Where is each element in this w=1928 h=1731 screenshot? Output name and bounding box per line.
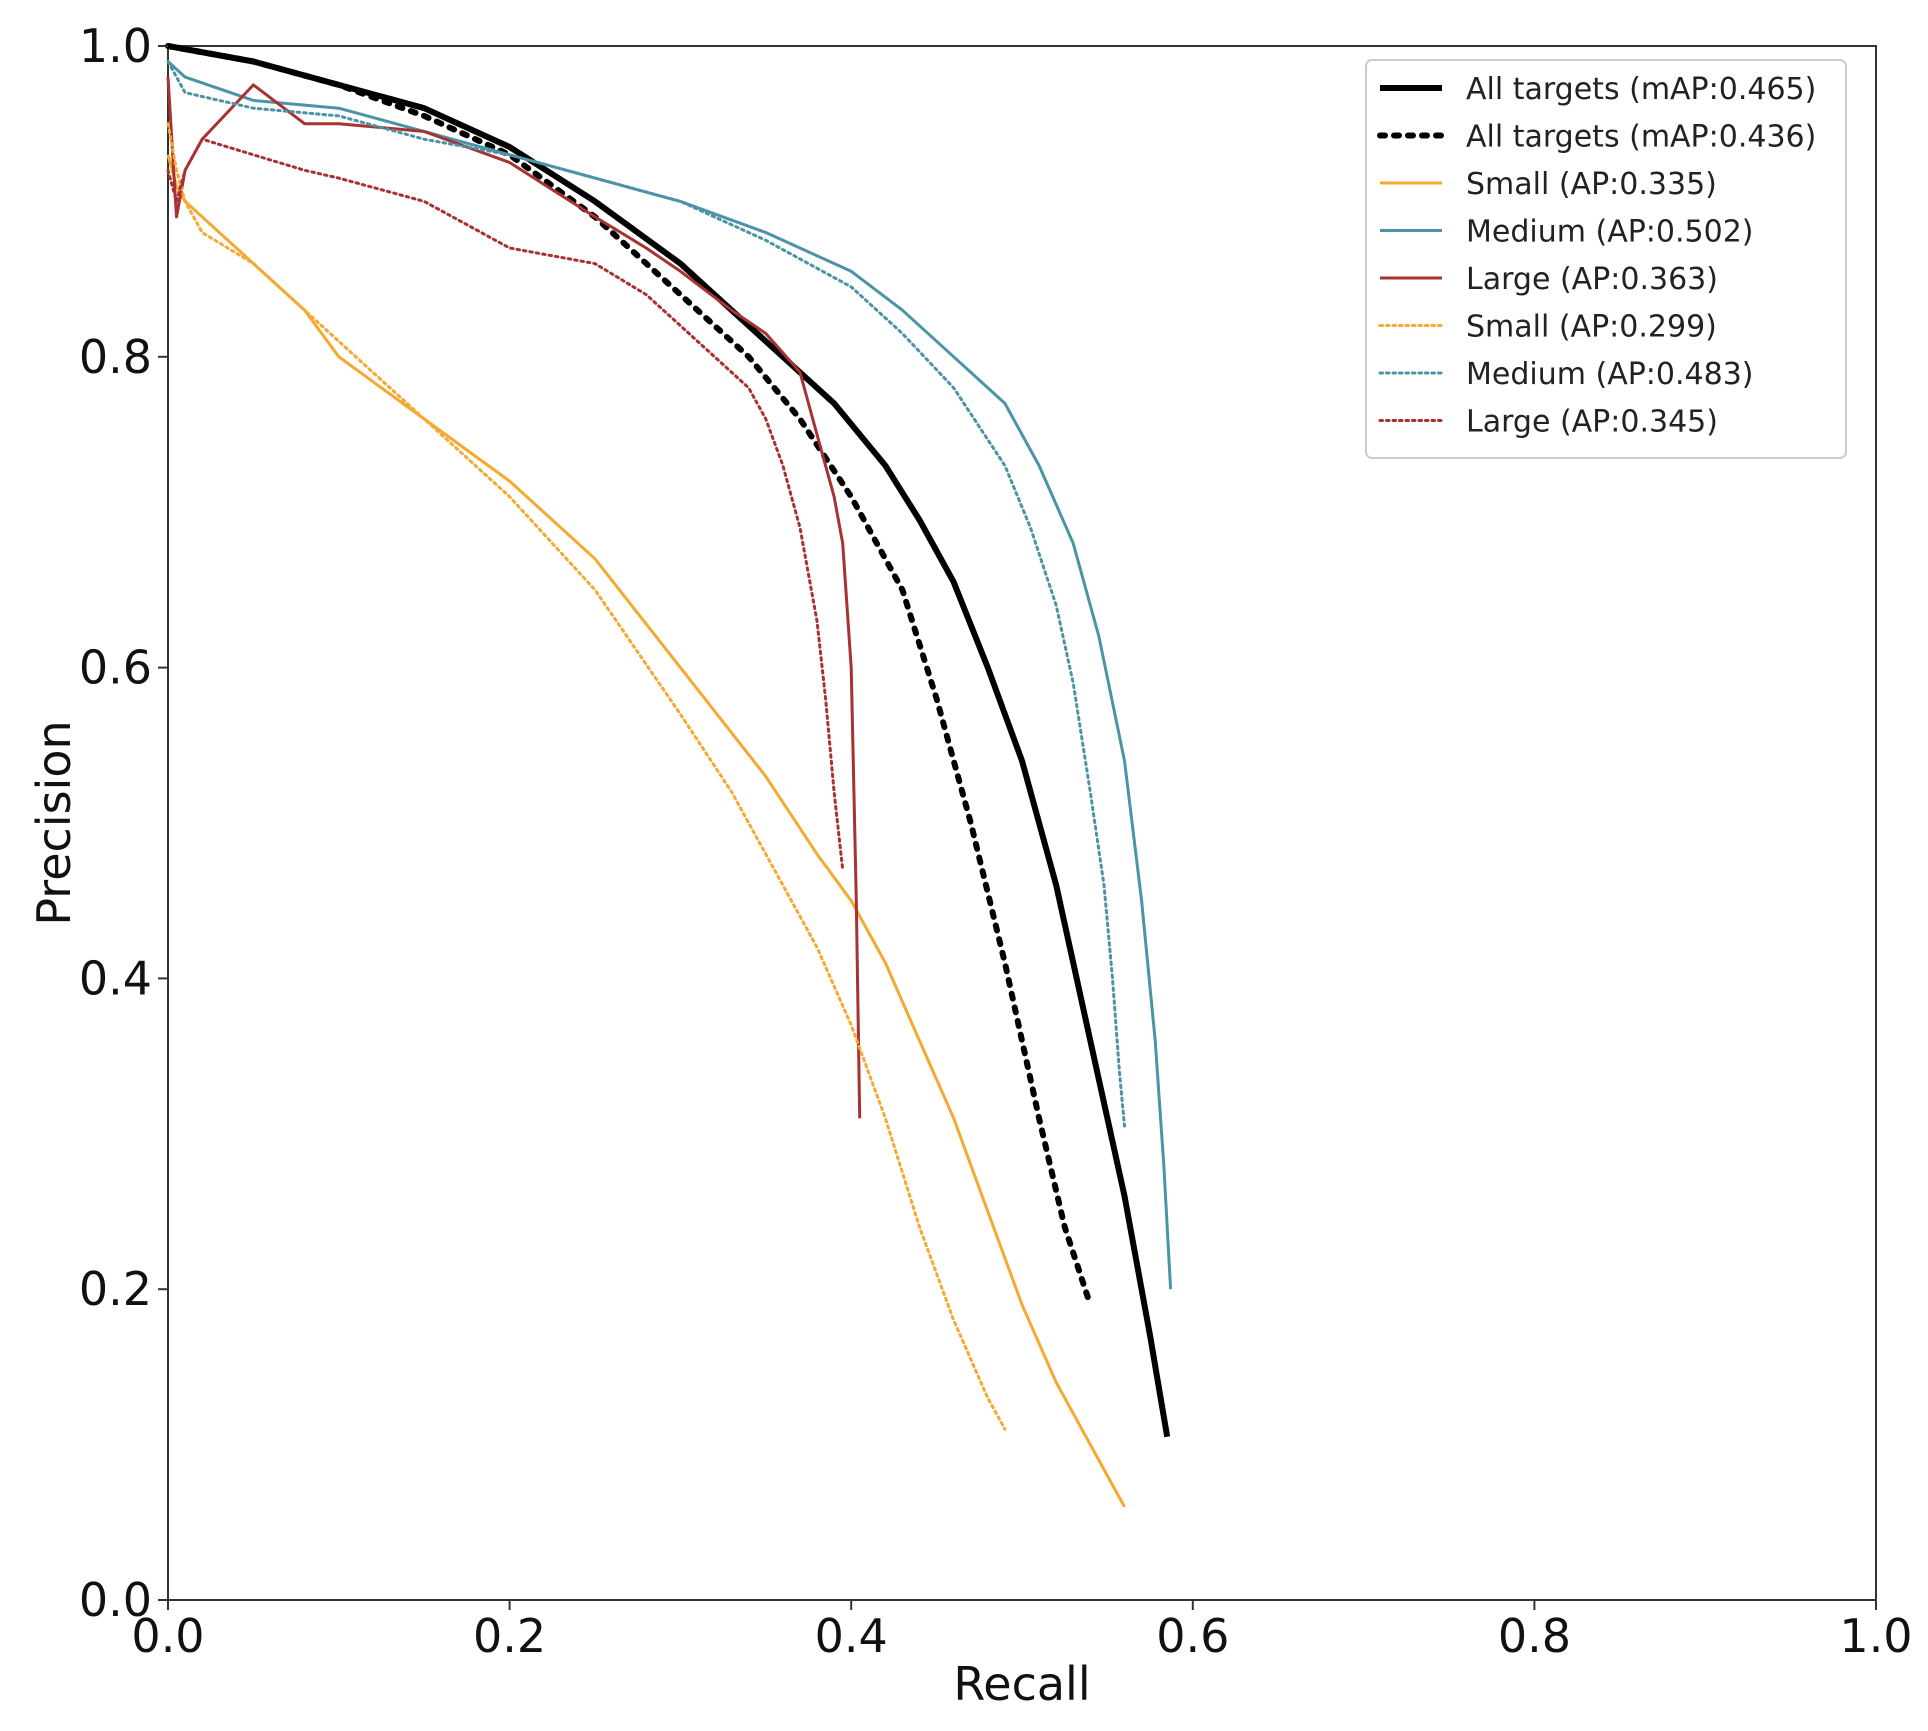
y-tick-label: 0.6 xyxy=(79,641,152,695)
x-tick-label: 0.6 xyxy=(1156,1609,1229,1663)
series-line-5 xyxy=(166,77,862,1119)
y-tick-label: 0.0 xyxy=(79,1573,152,1627)
series-layer xyxy=(165,43,1173,1508)
series-line-6 xyxy=(166,122,1007,1431)
x-tick-label: 1.0 xyxy=(1839,1609,1912,1663)
y-tick-label: 0.4 xyxy=(79,951,152,1005)
legend-label: Medium (AP:0.502) xyxy=(1466,215,1754,250)
series-line-8 xyxy=(166,137,845,872)
series-line-7 xyxy=(166,60,1126,1128)
x-tick-label: 0.2 xyxy=(473,1609,546,1663)
legend-box xyxy=(1365,59,1847,459)
legend-label: Large (AP:0.345) xyxy=(1466,405,1718,440)
series-line-4 xyxy=(166,60,1173,1290)
y-tick-label: 0.2 xyxy=(79,1262,152,1316)
legend-label: Medium (AP:0.483) xyxy=(1466,357,1754,392)
series-line-3 xyxy=(166,154,1126,1508)
legend-label: All targets (mAP:0.465) xyxy=(1466,72,1816,107)
legend-label: Large (AP:0.363) xyxy=(1466,262,1718,297)
y-tick-label: 0.8 xyxy=(79,330,152,384)
legend-label: Small (AP:0.299) xyxy=(1466,310,1717,345)
x-tick-label: 0.4 xyxy=(815,1609,888,1663)
series-line-2 xyxy=(165,43,1094,1308)
series-line-1 xyxy=(167,43,1171,1438)
x-tick-label: 0.0 xyxy=(131,1609,204,1663)
ticks-layer: 0.0 0.2 0.4 0.6 0.8 1.0 0.0 0.2 0.4 0.6 0.8 1.0 xyxy=(79,19,1913,1663)
legend: All targets (mAP:0.465) All targets (mAP:… xyxy=(1365,59,1847,459)
y-axis-label: Precision xyxy=(27,720,81,925)
legend-label: Small (AP:0.335) xyxy=(1466,167,1717,202)
y-tick-label: 1.0 xyxy=(79,19,152,73)
x-axis-label: Recall xyxy=(953,1657,1090,1711)
legend-label: All targets (mAP:0.436) xyxy=(1466,120,1816,155)
x-tick-label: 0.8 xyxy=(1498,1609,1571,1663)
